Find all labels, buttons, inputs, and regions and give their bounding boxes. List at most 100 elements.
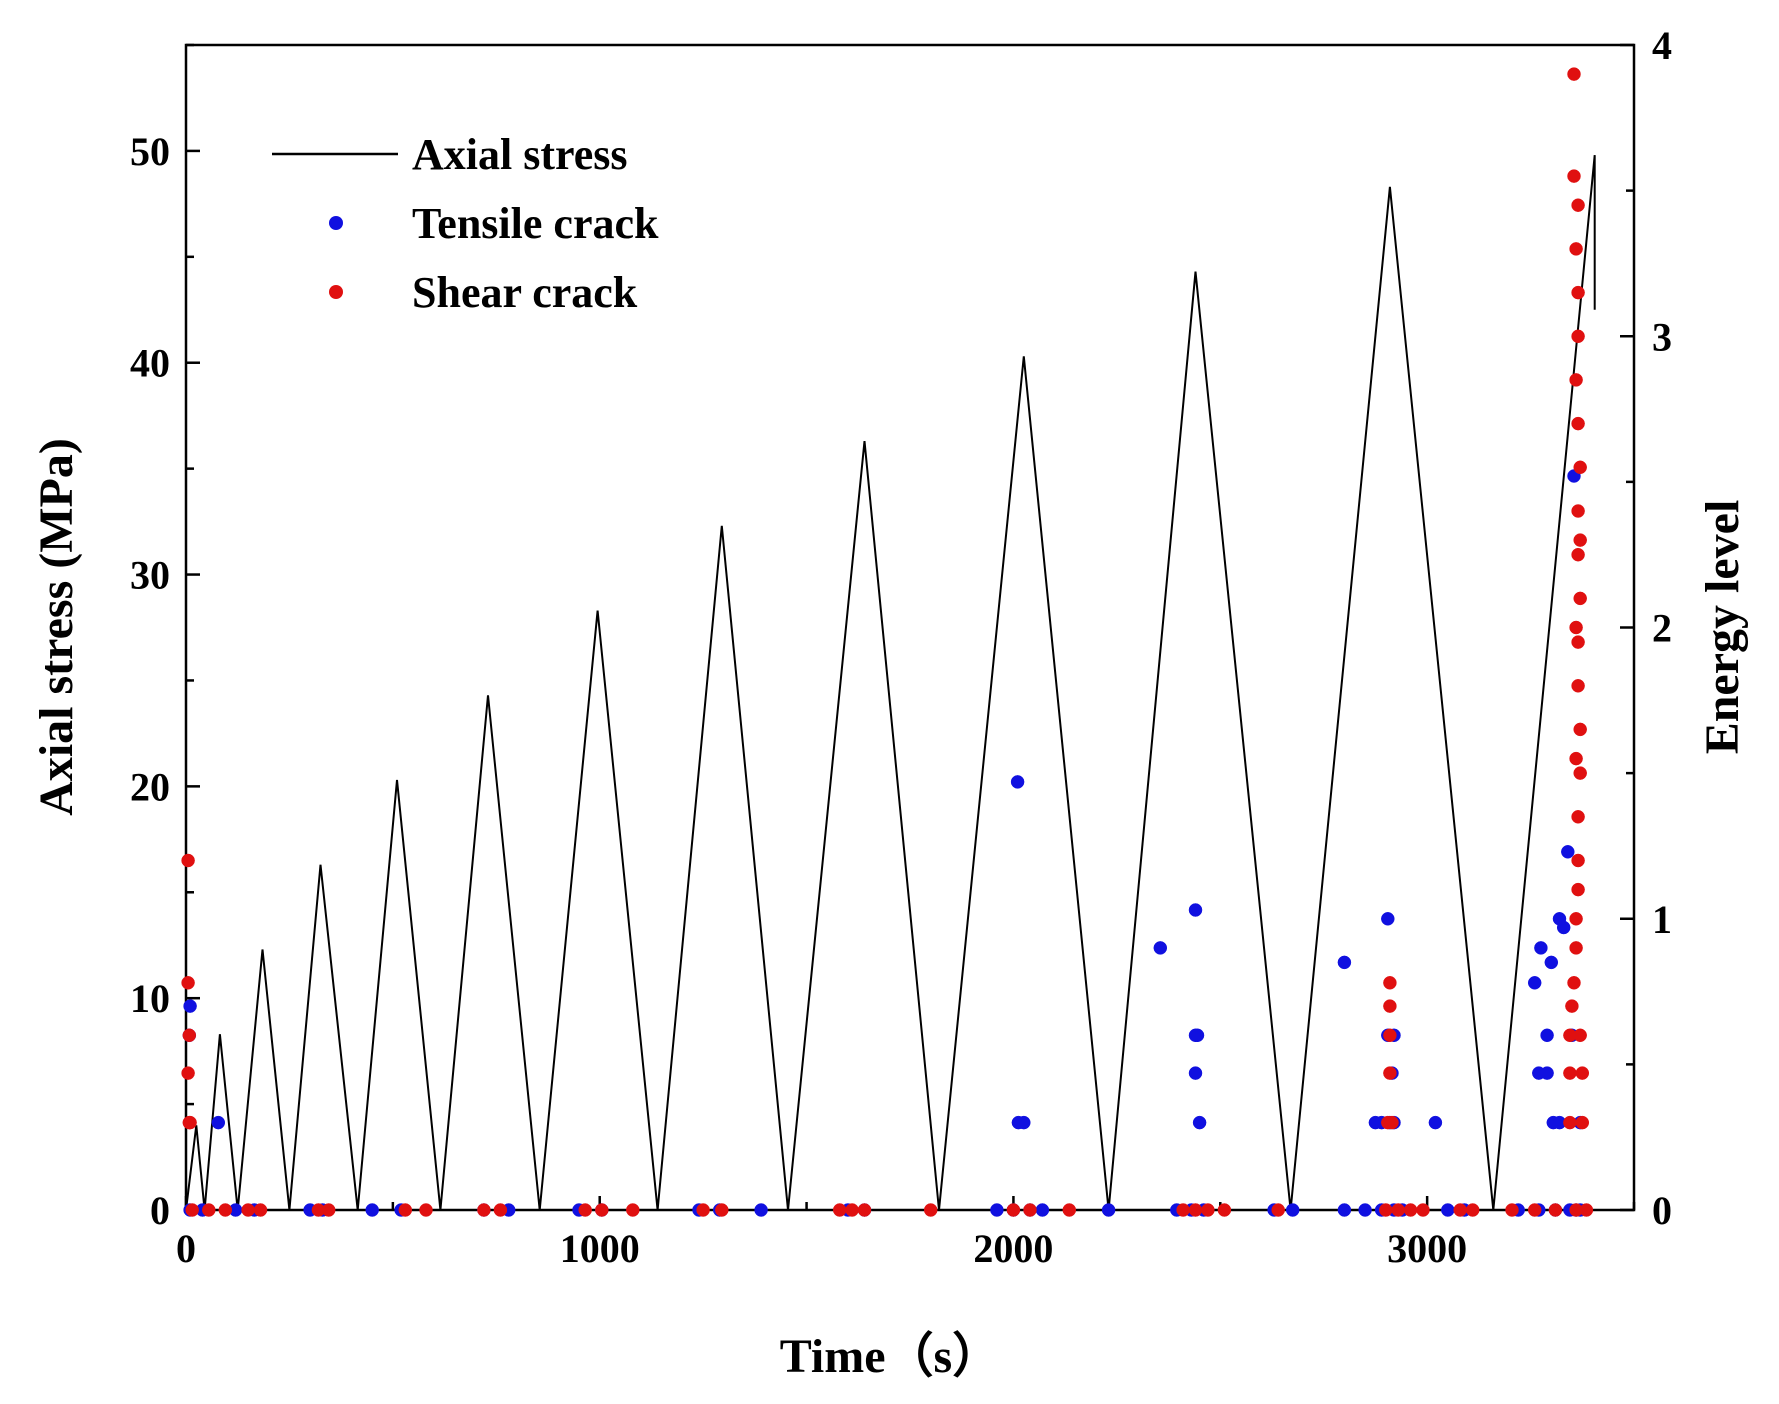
shear-crack-point bbox=[241, 1203, 255, 1217]
shear-crack-point bbox=[1385, 1115, 1399, 1130]
shear-crack-point bbox=[1391, 1203, 1405, 1217]
y2-tick-label: 2 bbox=[1652, 606, 1672, 651]
tick-labels-layer: 0 1000 2000 3000 0 10 20 30 40 50 0 1 2 3 4 bbox=[130, 23, 1672, 1271]
tensile-crack-point bbox=[1561, 845, 1575, 859]
shear-crack-point bbox=[1571, 810, 1585, 824]
y-tick-label: 30 bbox=[130, 553, 170, 598]
shear-crack-point bbox=[845, 1203, 859, 1217]
shear-crack-point bbox=[1563, 1115, 1577, 1130]
legend: Axial stress Tensile crack Shear crack bbox=[272, 130, 659, 317]
shear-crack-point bbox=[1569, 620, 1583, 635]
shear-crack-point bbox=[1575, 1115, 1590, 1130]
shear-crack-point bbox=[1573, 766, 1587, 780]
shear-crack-point bbox=[477, 1203, 491, 1217]
shear-crack-point bbox=[1571, 329, 1585, 344]
stress-line-layer bbox=[185, 155, 1596, 1211]
shear-crack-point bbox=[1571, 547, 1585, 562]
shear-crack-point bbox=[1565, 999, 1579, 1013]
shear-crack-point bbox=[857, 1203, 872, 1217]
shear-crack-point bbox=[923, 1203, 938, 1217]
shear-crack-point bbox=[1563, 1066, 1577, 1080]
shear-crack-point bbox=[1548, 1203, 1563, 1217]
shear-crack-point bbox=[1403, 1203, 1418, 1217]
y2-tick-label: 3 bbox=[1652, 314, 1672, 359]
shear-crack-point bbox=[398, 1203, 413, 1217]
shear-crack-point bbox=[182, 1028, 197, 1043]
shear-crack-point bbox=[1573, 722, 1587, 737]
legend-shear-crack-label: Shear crack bbox=[412, 268, 638, 317]
shear-crack-point bbox=[1188, 1203, 1203, 1217]
tensile-crack-point bbox=[1527, 976, 1542, 990]
shear-crack-point bbox=[1453, 1203, 1467, 1217]
shear-crack-point bbox=[1569, 941, 1583, 955]
legend-shear-crack-marker bbox=[329, 285, 343, 299]
shear-crack-point bbox=[181, 1066, 195, 1080]
shear-crack-point bbox=[202, 1203, 216, 1217]
tensile-crack-point bbox=[1010, 775, 1025, 789]
y-tick-label: 20 bbox=[130, 764, 170, 809]
x-tick-label: 1000 bbox=[560, 1226, 640, 1271]
tensile-crack-point bbox=[1441, 1203, 1455, 1217]
shear-crack-point bbox=[1569, 751, 1583, 766]
shear-crack-point bbox=[1569, 373, 1583, 387]
shear-crack-point bbox=[218, 1203, 233, 1217]
shear-crack-point bbox=[1062, 1203, 1077, 1217]
tensile-crack-point bbox=[1017, 1115, 1031, 1130]
tensile-crack-point bbox=[1153, 941, 1168, 955]
shear-crack-point bbox=[1201, 1203, 1215, 1217]
shear-crack-point bbox=[1006, 1203, 1021, 1217]
shear-crack-point bbox=[1573, 460, 1587, 475]
tensile-crack-point bbox=[1428, 1115, 1443, 1130]
tensile-crack-point bbox=[1337, 1203, 1352, 1217]
shear-crack-point bbox=[1567, 976, 1581, 990]
tensile-crack-point bbox=[1534, 941, 1548, 955]
shear-crack-point bbox=[253, 1203, 268, 1217]
shear-crack-point bbox=[1571, 504, 1585, 518]
axial-stress-line bbox=[185, 155, 1596, 1211]
shear-crack-point bbox=[1573, 533, 1587, 547]
shear-crack-point bbox=[321, 1203, 336, 1217]
tensile-crack-point bbox=[1544, 955, 1559, 970]
shear-crack-point bbox=[181, 853, 195, 868]
shear-crack-point bbox=[1505, 1203, 1519, 1217]
tensile-crack-point bbox=[183, 999, 197, 1013]
shear-crack-point bbox=[1579, 1203, 1594, 1217]
shear-crack-point bbox=[1465, 1203, 1480, 1217]
y2-axis-title: Energy level bbox=[1696, 500, 1749, 755]
shear-crack-point bbox=[1383, 1028, 1397, 1043]
shear-crack-point bbox=[1023, 1203, 1037, 1217]
shear-crack-point bbox=[1573, 1028, 1587, 1043]
shear-crack-point bbox=[1527, 1203, 1542, 1217]
y-tick-label: 10 bbox=[130, 976, 170, 1021]
tensile-crack-point bbox=[211, 1115, 226, 1130]
shear-crack-point bbox=[578, 1203, 592, 1217]
shear-crack-point bbox=[1573, 591, 1587, 606]
y-tick-label: 50 bbox=[130, 129, 170, 174]
x-tick-label: 3000 bbox=[1387, 1226, 1467, 1271]
shear-crack-point bbox=[1571, 882, 1585, 897]
shear-crack-point bbox=[1571, 416, 1585, 431]
shear-crack-point bbox=[185, 1203, 199, 1217]
legend-tensile-crack-label: Tensile crack bbox=[412, 199, 659, 248]
legend-axial-stress-label: Axial stress bbox=[412, 130, 628, 179]
shear-crack-point bbox=[1416, 1203, 1430, 1217]
y2-tick-label: 0 bbox=[1652, 1188, 1672, 1233]
x-tick-label: 2000 bbox=[973, 1226, 1053, 1271]
shear-crack-point bbox=[1379, 1203, 1393, 1217]
legend-tensile-crack-marker bbox=[329, 216, 343, 230]
shear-crack-point bbox=[1569, 242, 1583, 256]
shear-crack-point bbox=[715, 1203, 729, 1217]
tensile-crack-point bbox=[1540, 1028, 1554, 1043]
shear-crack-point bbox=[595, 1203, 609, 1217]
tensile-crack-point bbox=[1188, 903, 1203, 917]
shear-crack-point bbox=[1383, 1066, 1397, 1080]
tensile-crack-point bbox=[365, 1203, 379, 1217]
shear-crack-point bbox=[183, 1115, 197, 1130]
tensile-crack-point bbox=[1190, 1028, 1205, 1043]
tensile-crack-point bbox=[1285, 1203, 1300, 1217]
shear-crack-point bbox=[1567, 169, 1581, 183]
shear-crack-point bbox=[1217, 1203, 1232, 1217]
shear-crack-point bbox=[1571, 853, 1585, 868]
y2-tick-label: 4 bbox=[1652, 23, 1672, 68]
shear-crack-point bbox=[1176, 1203, 1190, 1217]
